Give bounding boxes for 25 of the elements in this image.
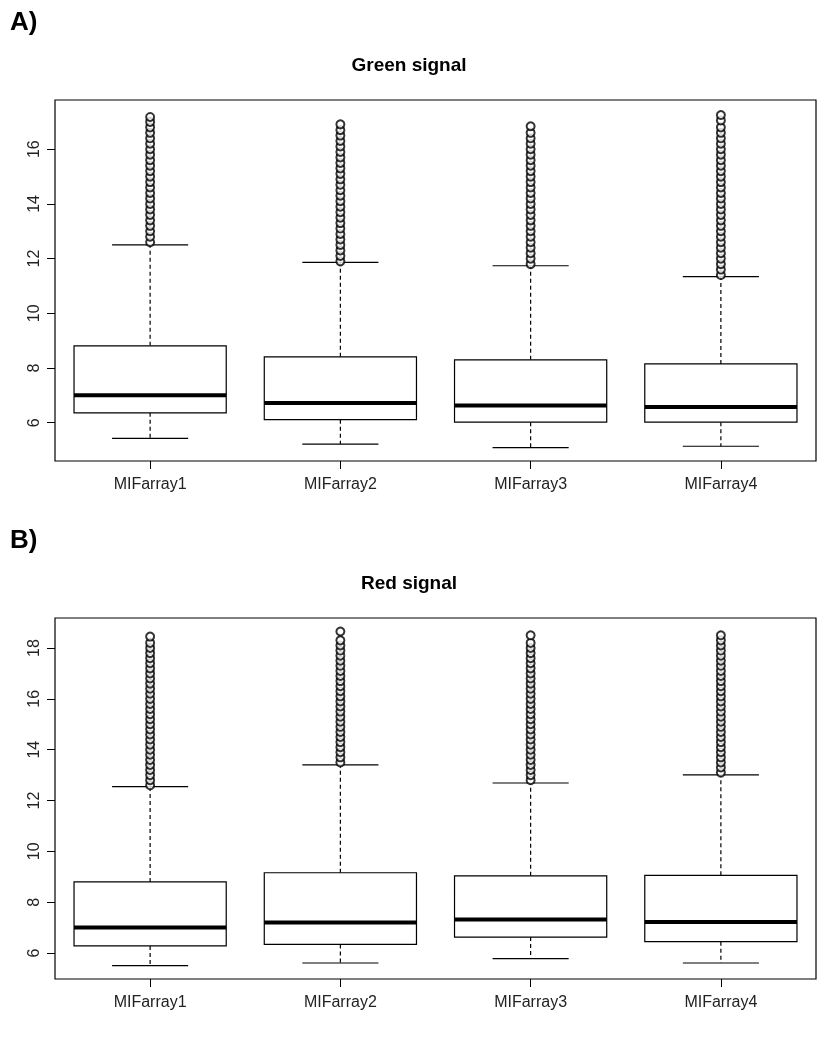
y-tick-label: 8 xyxy=(24,897,42,907)
y-tick-label: 12 xyxy=(24,249,42,268)
x-tick-label: MIFarray2 xyxy=(303,474,377,492)
y-tick-label: 8 xyxy=(24,363,42,373)
y-tick-label: 14 xyxy=(24,740,42,759)
text: B) xyxy=(10,524,38,554)
y-tick-label: 18 xyxy=(24,639,42,657)
x-tick-label: MIFarray4 xyxy=(684,474,758,492)
x-tick-label: MIFarray2 xyxy=(303,992,377,1010)
y-tick-label: 10 xyxy=(24,842,42,861)
y-tick-label: 10 xyxy=(24,304,42,323)
y-tick-label: 14 xyxy=(24,194,42,213)
x-tick-label: MIFarray3 xyxy=(494,474,568,492)
y-tick-label: 6 xyxy=(24,948,42,958)
y-tick-label: 6 xyxy=(24,418,42,428)
x-tick-label: MIFarray1 xyxy=(113,474,187,492)
chart-title: Green signal xyxy=(351,54,467,75)
text: A) xyxy=(10,6,38,36)
x-tick-label: MIFarray1 xyxy=(113,992,187,1010)
chart-title: Red signal xyxy=(360,572,458,593)
y-tick-label: 16 xyxy=(24,140,42,159)
y-tick-label: 16 xyxy=(24,689,42,708)
x-tick-label: MIFarray3 xyxy=(494,992,568,1010)
x-tick-label: MIFarray4 xyxy=(684,992,758,1010)
y-tick-label: 12 xyxy=(24,791,42,810)
